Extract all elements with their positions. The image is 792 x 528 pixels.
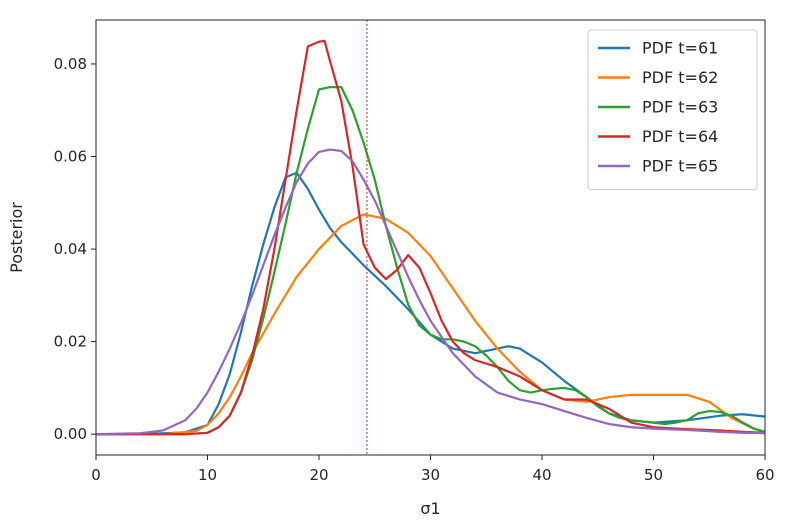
legend-box	[587, 29, 758, 190]
legend-label: PDF t=65	[642, 157, 718, 176]
legend-label: PDF t=64	[642, 127, 718, 146]
x-tick-label: 50	[644, 466, 663, 484]
series-line-4	[96, 39, 765, 436]
series-line-5	[96, 148, 765, 436]
series-line-2	[96, 213, 765, 436]
y-tick-label: 0.02	[54, 333, 87, 351]
x-tick-label: 60	[755, 466, 774, 484]
series-layer	[96, 39, 765, 436]
legend-label: PDF t=61	[642, 39, 718, 58]
y-tick-label: 0.08	[54, 55, 87, 73]
x-tick-label: 20	[309, 466, 328, 484]
legend-label: PDF t=62	[642, 68, 718, 87]
y-tick-label: 0.06	[54, 148, 87, 166]
y-tick-label: 0.00	[54, 425, 87, 443]
x-axis-ticks: 0 10 20 30 40 50 60	[91, 455, 775, 484]
x-tick-label: 40	[532, 466, 551, 484]
x-tick-label: 0	[91, 466, 101, 484]
x-axis-label: σ1	[420, 499, 440, 518]
series-line-3	[96, 86, 765, 436]
y-axis-label: Posterior	[7, 202, 26, 273]
y-axis-ticks: 0.00 0.02 0.04 0.06 0.08	[54, 55, 96, 443]
legend: PDF t=61 PDF t=62 PDF t=63 PDF t=64 PDF t=65	[587, 29, 758, 190]
x-tick-label: 30	[421, 466, 440, 484]
x-tick-label: 10	[198, 466, 217, 484]
y-tick-label: 0.04	[54, 240, 87, 258]
legend-label: PDF t=63	[642, 98, 718, 117]
